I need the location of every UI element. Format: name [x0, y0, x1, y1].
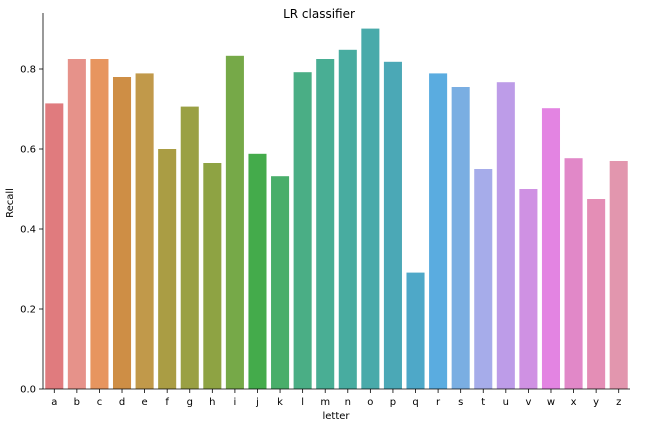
x-tick-label: y [593, 397, 599, 408]
x-tick-label: i [234, 397, 237, 408]
bar-j [248, 153, 267, 389]
x-tick-label: t [481, 397, 485, 408]
bar-b [67, 59, 86, 389]
y-tick-label: 0.6 [20, 145, 36, 156]
bar-v [519, 189, 538, 389]
bar-w [541, 108, 561, 389]
x-tick-label: b [74, 397, 80, 408]
x-tick-label: n [345, 397, 351, 408]
x-tick-label: s [458, 397, 463, 408]
bar-g [180, 106, 199, 389]
bar-h [203, 163, 222, 389]
x-axis: a b c d e f g h i j k l m n o p q r s t u v w x y z [43, 388, 630, 408]
x-tick-label: c [97, 397, 103, 408]
bar-o [361, 28, 380, 389]
x-tick-label: f [165, 397, 169, 408]
bar-k [271, 176, 290, 389]
x-axis-label: letter [322, 411, 350, 422]
chart-title: LR classifier [283, 7, 355, 21]
bar-a [45, 103, 64, 390]
y-axis-label: Recall [5, 188, 16, 218]
x-tick-label: h [209, 397, 215, 408]
bar-r [429, 73, 448, 390]
bar-l [293, 72, 312, 389]
bar-d [112, 77, 132, 389]
x-tick-label: g [187, 397, 193, 408]
y-axis: 0.0 0.2 0.4 0.6 0.8 [20, 13, 44, 396]
bar-z [609, 161, 628, 389]
bar-u [496, 82, 515, 389]
x-tick-label: d [119, 397, 125, 408]
y-tick-label: 0.2 [20, 305, 36, 316]
bars-group [45, 28, 628, 390]
bar-y [587, 199, 606, 389]
x-tick-label: j [255, 397, 259, 408]
x-tick-label: o [367, 397, 373, 408]
x-tick-label: l [301, 397, 304, 408]
bar-n [338, 49, 357, 390]
y-tick-label: 0.8 [20, 65, 36, 76]
x-tick-label: r [436, 397, 441, 408]
x-tick-label: q [412, 397, 418, 408]
bar-x [564, 158, 583, 389]
x-tick-label: x [571, 397, 577, 408]
bar-c [90, 59, 109, 389]
bar-f [158, 149, 177, 389]
bar-q [406, 272, 425, 389]
x-tick-label: a [51, 397, 57, 408]
x-tick-label: e [142, 397, 148, 408]
x-tick-label: k [277, 397, 283, 408]
bar-e [135, 73, 154, 390]
bar-s [451, 87, 470, 389]
bar-i [225, 55, 244, 390]
bar-m [316, 59, 335, 389]
x-tick-label: v [525, 397, 531, 408]
x-tick-label: m [320, 397, 330, 408]
x-tick-label: w [547, 397, 555, 408]
x-tick-label: p [390, 397, 396, 408]
y-tick-label: 0.0 [20, 385, 36, 396]
y-tick-label: 0.4 [20, 225, 36, 236]
bar-p [383, 61, 402, 390]
x-tick-label: u [503, 397, 509, 408]
bar-t [474, 169, 493, 389]
x-tick-label: z [616, 397, 621, 408]
